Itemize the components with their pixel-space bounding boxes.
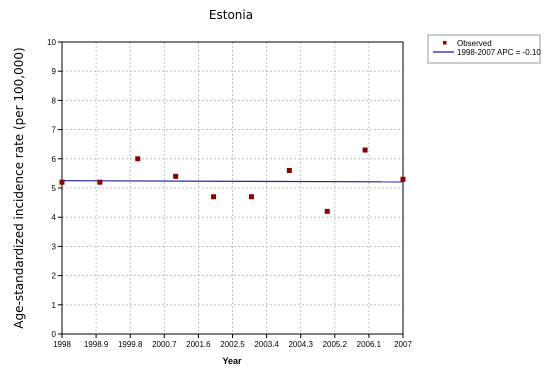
y-tick-label: 8 <box>52 96 57 105</box>
x-tick-label: 1998.9 <box>84 340 109 349</box>
observed-point <box>173 174 178 179</box>
y-tick-label: 4 <box>52 213 57 222</box>
x-tick-label: 2000.7 <box>152 340 177 349</box>
y-tick-label: 2 <box>52 272 57 281</box>
y-tick-label: 0 <box>52 330 57 339</box>
x-tick-label: 2002.5 <box>220 340 245 349</box>
observed-point <box>60 180 65 185</box>
y-tick-label: 7 <box>52 126 57 135</box>
grid <box>62 42 403 334</box>
observed-point <box>211 194 216 199</box>
observed-point <box>325 209 330 214</box>
observed-point <box>287 168 292 173</box>
y-tick-label: 5 <box>52 184 57 193</box>
x-tick-label: 1998 <box>53 340 71 349</box>
x-tick-label: 2006.1 <box>357 340 382 349</box>
legend-label: 1998-2007 APC = -0.10 <box>457 48 541 57</box>
observed-point <box>135 156 140 161</box>
trend-line-segment <box>62 181 403 182</box>
x-tick-label: 1999.8 <box>118 340 143 349</box>
chart-title: Estonia <box>209 8 253 22</box>
y-tick-label: 6 <box>52 155 57 164</box>
y-tick-label: 3 <box>52 242 57 251</box>
x-tick-label: 2001.6 <box>186 340 211 349</box>
y-axis-ticks: 0 1 2 3 4 5 6 7 8 9 10 <box>47 38 62 339</box>
observed-point <box>363 148 368 153</box>
x-tick-label: 2007 <box>394 340 412 349</box>
observed-point <box>97 180 102 185</box>
x-tick-label: 2005.2 <box>323 340 348 349</box>
y-tick-label: 9 <box>52 67 57 76</box>
x-tick-label: 2003.4 <box>254 340 279 349</box>
legend-marker-observed <box>443 41 447 45</box>
y-tick-label: 1 <box>52 301 57 310</box>
legend-label: Observed <box>457 39 492 48</box>
observed-point <box>401 177 406 182</box>
y-axis-label: Age-standardized incidence rate (per 100… <box>12 47 26 328</box>
x-axis-label: Year <box>222 356 242 366</box>
y-tick-label: 10 <box>47 38 56 47</box>
observed-point <box>249 194 254 199</box>
x-axis-ticks: 1998 1998.9 1999.8 2000.7 2001.6 2002.5 2003.4… <box>53 334 412 349</box>
x-tick-label: 2004.3 <box>288 340 313 349</box>
